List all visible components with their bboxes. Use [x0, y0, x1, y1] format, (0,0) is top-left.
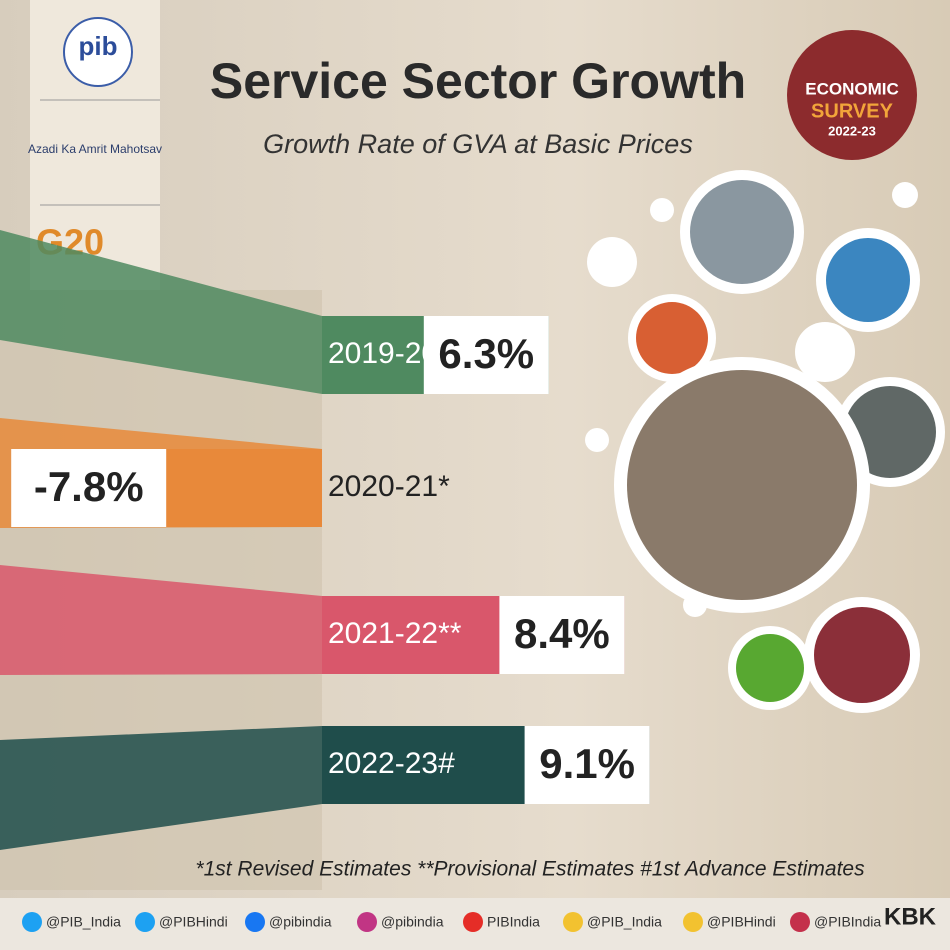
social-handle: PIBIndia [487, 914, 540, 930]
social-icon [357, 912, 377, 932]
value-label: 8.4% [514, 610, 610, 657]
subtitle: Growth Rate of GVA at Basic Prices [263, 129, 693, 159]
azadi-text: Azadi Ka Amrit Mahotsav [28, 142, 162, 156]
survey-text: SURVEY [811, 100, 894, 122]
social-icon [245, 912, 265, 932]
footnote: *1st Revised Estimates **Provisional Est… [195, 858, 865, 881]
social-icon [135, 912, 155, 932]
title: Service Sector Growth [210, 53, 746, 109]
social-icon [563, 912, 583, 932]
social-icon [463, 912, 483, 932]
credit: KBK [884, 903, 937, 930]
category-label: 2021-22** [328, 617, 462, 650]
survey-text: ECONOMIC [805, 79, 899, 98]
social-handle: @PIBHindi [707, 914, 776, 930]
social-icon [683, 912, 703, 932]
social-handle: @pibindia [269, 914, 332, 930]
ribbon [0, 565, 322, 675]
value-label: -7.8% [34, 463, 144, 510]
value-label: 9.1% [539, 740, 635, 787]
social-icon [790, 912, 810, 932]
social-icon [22, 912, 42, 932]
survey-text: 2022-23 [828, 123, 876, 138]
ribbon [0, 726, 322, 850]
social-handle: @pibindia [381, 914, 444, 930]
category-label: 2020-21* [328, 470, 450, 503]
social-handle: @PIB_India [46, 914, 121, 930]
social-handle: @PIB_India [587, 914, 662, 930]
value-label: 6.3% [438, 330, 534, 377]
pib-logo [63, 17, 133, 87]
category-label: 2022-23# [328, 747, 455, 780]
social-handle: @PIBHindi [159, 914, 228, 930]
ribbon [0, 230, 322, 394]
value-box [11, 449, 167, 527]
pib-text: pib [79, 31, 118, 61]
value-box [423, 316, 549, 394]
category-label: 2019-20 [328, 337, 438, 370]
value-box [499, 596, 625, 674]
social-handle: @PIBIndia [814, 914, 881, 930]
survey-badge [787, 30, 917, 160]
decor-circles [585, 170, 945, 713]
value-box [524, 726, 650, 804]
